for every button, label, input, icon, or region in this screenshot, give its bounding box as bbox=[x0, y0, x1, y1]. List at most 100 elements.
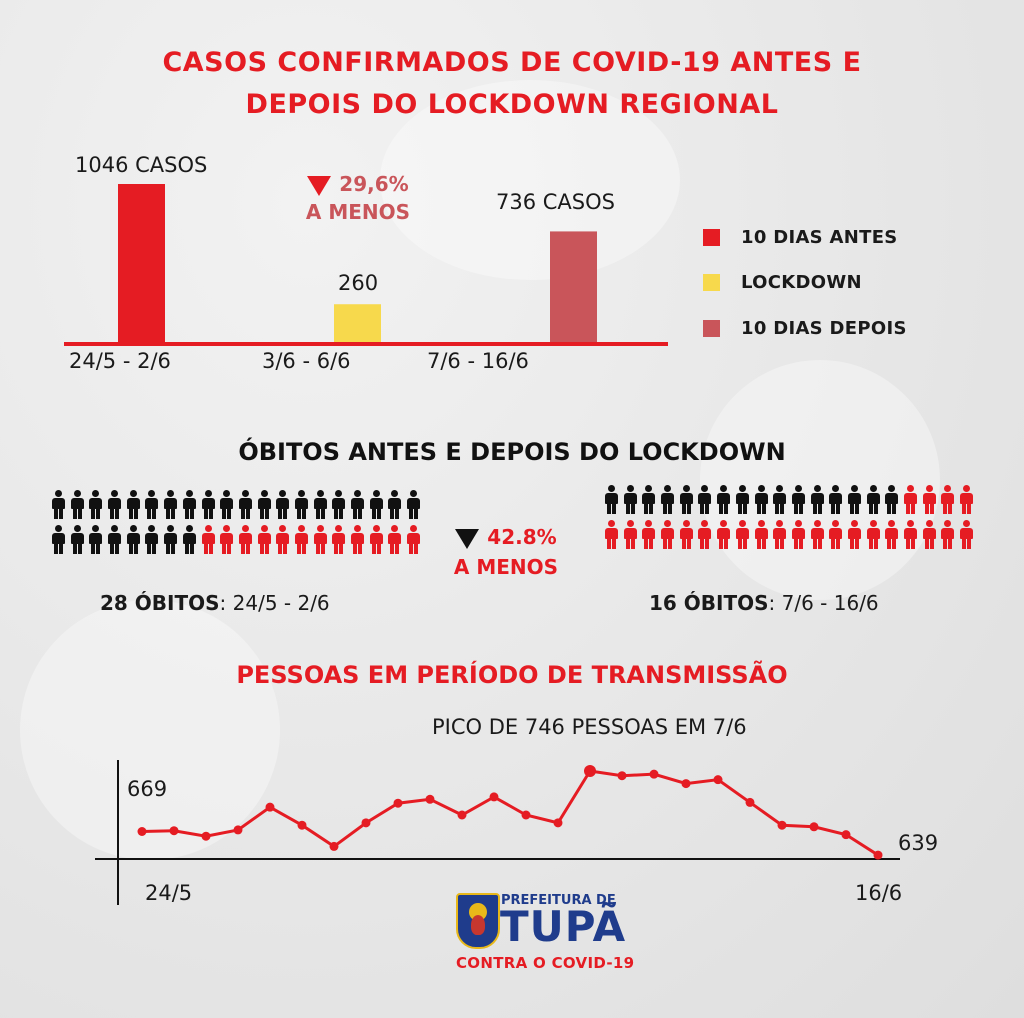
person-icon bbox=[405, 525, 422, 555]
transmission-line-chart bbox=[95, 760, 900, 905]
main-title-line2: DEPOIS DO LOCKDOWN REGIONAL bbox=[245, 89, 779, 120]
bar-0 bbox=[118, 184, 165, 344]
person-icon bbox=[958, 520, 975, 550]
person-icon bbox=[809, 485, 826, 515]
main-title-line1: CASOS CONFIRMADOS DE COVID-19 ANTES E bbox=[162, 47, 862, 78]
person-icon bbox=[603, 520, 620, 550]
deaths-after-caption: 16 ÓBITOS: 7/6 - 16/6 bbox=[649, 591, 879, 615]
person-icon bbox=[827, 520, 844, 550]
main-title: CASOS CONFIRMADOS DE COVID-19 ANTES E DE… bbox=[0, 42, 1024, 126]
person-icon bbox=[790, 485, 807, 515]
person-icon bbox=[734, 520, 751, 550]
city-shield-icon bbox=[456, 893, 500, 949]
transmission-line bbox=[141, 769, 879, 857]
person-icon bbox=[734, 485, 751, 515]
bar-1 bbox=[334, 304, 381, 344]
person-icon bbox=[921, 520, 938, 550]
person-icon bbox=[678, 485, 695, 515]
person-icon bbox=[622, 520, 639, 550]
person-icon bbox=[902, 520, 919, 550]
data-point bbox=[873, 850, 883, 860]
person-icon bbox=[237, 490, 254, 520]
data-point bbox=[617, 771, 627, 781]
person-icon bbox=[368, 490, 385, 520]
person-icon bbox=[640, 520, 657, 550]
data-point bbox=[329, 841, 339, 851]
cases-bar-chart bbox=[64, 184, 668, 346]
person-icon bbox=[827, 485, 844, 515]
person-icon bbox=[349, 490, 366, 520]
legend-label-lockdown: LOCKDOWN bbox=[741, 272, 862, 293]
background-virus-shape bbox=[20, 600, 280, 860]
deaths-after-period: : 7/6 - 16/6 bbox=[768, 591, 879, 615]
data-point bbox=[361, 818, 371, 828]
end-value-label: 639 bbox=[898, 831, 939, 855]
person-icon bbox=[50, 525, 67, 555]
prefeitura-logo: PREFEITURA DE TUPÃ CONTRA O COVID-19 bbox=[452, 890, 652, 982]
background-virus-shape bbox=[700, 360, 940, 600]
person-icon bbox=[846, 520, 863, 550]
deaths-before-caption: 28 ÓBITOS: 24/5 - 2/6 bbox=[100, 591, 330, 615]
person-icon bbox=[405, 490, 422, 520]
person-icon bbox=[846, 485, 863, 515]
person-icon bbox=[771, 520, 788, 550]
down-arrow-icon bbox=[455, 528, 480, 549]
data-point bbox=[425, 794, 435, 804]
deaths-reduction: 42.8% A MENOS bbox=[440, 525, 572, 579]
deaths-before-period: : 24/5 - 2/6 bbox=[219, 591, 330, 615]
person-icon bbox=[218, 525, 235, 555]
person-icon bbox=[809, 520, 826, 550]
data-point bbox=[841, 830, 851, 840]
person-icon bbox=[715, 520, 732, 550]
person-icon bbox=[143, 490, 160, 520]
person-icon bbox=[274, 490, 291, 520]
person-icon bbox=[883, 520, 900, 550]
person-icon bbox=[106, 490, 123, 520]
data-point bbox=[137, 827, 147, 836]
person-icon bbox=[293, 525, 310, 555]
data-point bbox=[681, 779, 691, 789]
person-icon bbox=[753, 520, 770, 550]
bar-label-before: 1046 CASOS bbox=[75, 153, 208, 177]
person-icon bbox=[696, 485, 713, 515]
person-icon bbox=[200, 490, 217, 520]
x-end-label: 16/6 bbox=[855, 881, 903, 905]
data-point bbox=[265, 802, 275, 812]
data-point bbox=[169, 826, 179, 836]
data-point bbox=[201, 831, 211, 841]
person-icon bbox=[753, 485, 770, 515]
person-icon bbox=[349, 525, 366, 555]
data-point bbox=[521, 810, 531, 820]
person-icon bbox=[771, 485, 788, 515]
legend-swatch-yellow bbox=[703, 274, 720, 291]
person-icon bbox=[330, 490, 347, 520]
down-arrow-icon bbox=[307, 175, 332, 196]
start-value-label: 669 bbox=[127, 777, 168, 801]
deaths-reduction-pct: 42.8% bbox=[487, 525, 557, 549]
data-point bbox=[297, 820, 307, 830]
person-icon bbox=[218, 490, 235, 520]
person-icon bbox=[50, 490, 67, 520]
person-icon bbox=[181, 525, 198, 555]
person-icon bbox=[256, 525, 273, 555]
person-icon bbox=[939, 520, 956, 550]
period-label-before: 24/5 - 2/6 bbox=[69, 349, 171, 373]
person-icon bbox=[69, 490, 86, 520]
person-icon bbox=[659, 485, 676, 515]
person-icon bbox=[162, 525, 179, 555]
bar-label-lockdown: 260 bbox=[338, 271, 379, 295]
deaths-before-count: 28 ÓBITOS bbox=[100, 591, 220, 615]
person-icon bbox=[143, 525, 160, 555]
person-icon bbox=[883, 485, 900, 515]
person-icon bbox=[603, 485, 620, 515]
person-icon bbox=[256, 490, 273, 520]
period-label-lockdown: 3/6 - 6/6 bbox=[262, 349, 351, 373]
person-icon bbox=[902, 485, 919, 515]
person-icon bbox=[958, 485, 975, 515]
deaths-after-icons bbox=[603, 485, 977, 550]
deaths-reduction-text: A MENOS bbox=[453, 555, 559, 579]
cases-reduction-pct: 29,6% bbox=[339, 172, 409, 196]
person-icon bbox=[715, 485, 732, 515]
logo-text-top: PREFEITURA DE bbox=[501, 893, 616, 908]
legend-label-before: 10 DIAS ANTES bbox=[741, 227, 898, 248]
